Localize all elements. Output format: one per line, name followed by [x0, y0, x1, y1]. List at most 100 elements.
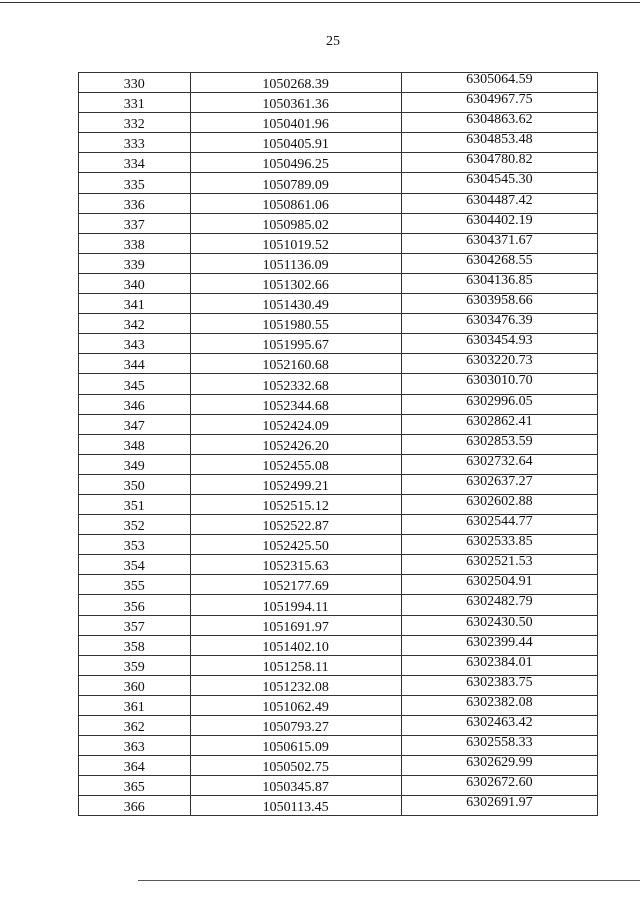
x-coordinate-cell: 1050793.27 [189, 714, 402, 737]
x-coordinate-cell: 1050345.87 [189, 775, 402, 797]
x-coordinate-cell: 1050361.36 [189, 92, 402, 114]
table-row: 356 1051994.11 6302482.79 [78, 594, 599, 616]
point-number-cell: 344 [78, 353, 191, 375]
y-coordinate-cell: 6302732.64 [400, 453, 599, 475]
table-row: 358 1051402.10 6302399.44 [78, 634, 599, 656]
y-coordinate-cell: 6302382.08 [400, 694, 599, 717]
table-row: 330 1050268.39 6305064.59 [78, 71, 599, 94]
y-coordinate-cell: 6304402.19 [400, 212, 599, 234]
point-number-cell: 364 [78, 755, 191, 777]
x-coordinate-cell: 1051402.10 [189, 634, 402, 656]
table-row: 352 1052522.87 6302544.77 [78, 514, 599, 536]
point-number-cell: 342 [78, 313, 191, 335]
table-row: 339 1051136.09 6304268.55 [78, 252, 599, 274]
point-number-cell: 330 [78, 71, 191, 94]
x-coordinate-cell: 1051258.11 [189, 654, 402, 676]
x-coordinate-cell: 1052315.63 [189, 554, 402, 576]
x-coordinate-cell: 1050502.75 [189, 755, 402, 777]
point-number-cell: 340 [78, 272, 191, 295]
y-coordinate-cell: 6302602.88 [400, 493, 599, 516]
y-coordinate-cell: 6302672.60 [400, 775, 599, 797]
point-number-cell: 337 [78, 212, 191, 234]
table-row: 363 1050615.09 6302558.33 [78, 735, 599, 757]
point-number-cell: 335 [78, 172, 191, 194]
y-coordinate-cell: 6302862.41 [400, 413, 599, 435]
y-coordinate-cell: 6304136.85 [400, 272, 599, 295]
x-coordinate-cell: 1052425.50 [189, 534, 402, 556]
y-coordinate-cell: 6302558.33 [400, 735, 599, 757]
table-row: 350 1052499.21 6302637.27 [78, 473, 599, 495]
y-coordinate-cell: 6302533.85 [400, 534, 599, 556]
point-number-cell: 366 [78, 795, 191, 817]
x-coordinate-cell: 1050861.06 [189, 192, 402, 214]
table-row: 341 1051430.49 6303958.66 [78, 293, 599, 315]
y-coordinate-cell: 6303476.39 [400, 313, 599, 335]
table-row: 342 1051980.55 6303476.39 [78, 313, 599, 335]
point-number-cell: 355 [78, 574, 191, 596]
y-coordinate-cell: 6302629.99 [400, 755, 599, 777]
table-row: 359 1051258.11 6302384.01 [78, 654, 599, 676]
point-number-cell: 331 [78, 92, 191, 114]
x-coordinate-cell: 1051019.52 [189, 232, 402, 254]
table-row: 346 1052344.68 6302996.05 [78, 393, 599, 415]
table-row: 351 1052515.12 6302602.88 [78, 493, 599, 516]
table-row: 334 1050496.25 6304780.82 [78, 152, 599, 174]
table-row: 347 1052424.09 6302862.41 [78, 413, 599, 435]
x-coordinate-cell: 1052522.87 [189, 514, 402, 536]
table-row: 333 1050405.91 6304853.48 [78, 132, 599, 154]
y-coordinate-cell: 6302482.79 [400, 594, 599, 616]
point-number-cell: 352 [78, 514, 191, 536]
table-row: 357 1051691.97 6302430.50 [78, 614, 599, 636]
x-coordinate-cell: 1050405.91 [189, 132, 402, 154]
x-coordinate-cell: 1051136.09 [189, 252, 402, 274]
y-coordinate-cell: 6303958.66 [400, 293, 599, 315]
table-row: 337 1050985.02 6304402.19 [78, 212, 599, 234]
point-number-cell: 358 [78, 634, 191, 656]
table-row: 354 1052315.63 6302521.53 [78, 554, 599, 576]
table-row: 355 1052177.69 6302504.91 [78, 574, 599, 596]
point-number-cell: 348 [78, 433, 191, 455]
y-coordinate-cell: 6303010.70 [400, 373, 599, 395]
y-coordinate-cell: 6304268.55 [400, 252, 599, 274]
table-row: 344 1052160.68 6303220.73 [78, 353, 599, 375]
table-row: 348 1052426.20 6302853.59 [78, 433, 599, 455]
x-coordinate-cell: 1051430.49 [189, 293, 402, 315]
y-coordinate-cell: 6302996.05 [400, 393, 599, 415]
y-coordinate-cell: 6302637.27 [400, 473, 599, 495]
x-coordinate-cell: 1050401.96 [189, 112, 402, 134]
table-row: 362 1050793.27 6302463.42 [78, 714, 599, 737]
x-coordinate-cell: 1050268.39 [189, 71, 402, 94]
x-coordinate-cell: 1052160.68 [189, 353, 402, 375]
x-coordinate-cell: 1050615.09 [189, 735, 402, 757]
y-coordinate-cell: 6304967.75 [400, 92, 599, 114]
x-coordinate-cell: 1051232.08 [189, 674, 402, 696]
coordinates-table: 330 1050268.39 6305064.59 331 1050361.36 6304… [78, 71, 599, 817]
point-number-cell: 359 [78, 654, 191, 676]
y-coordinate-cell: 6303220.73 [400, 353, 599, 375]
table-row: 349 1052455.08 6302732.64 [78, 453, 599, 475]
y-coordinate-cell: 6305064.59 [400, 71, 599, 94]
y-coordinate-cell: 6302544.77 [400, 514, 599, 536]
point-number-cell: 339 [78, 252, 191, 274]
x-coordinate-cell: 1050496.25 [189, 152, 402, 174]
point-number-cell: 354 [78, 554, 191, 576]
x-coordinate-cell: 1051691.97 [189, 614, 402, 636]
point-number-cell: 361 [78, 694, 191, 717]
point-number-cell: 343 [78, 333, 191, 355]
table-row: 335 1050789.09 6304545.30 [78, 172, 599, 194]
table-row: 340 1051302.66 6304136.85 [78, 272, 599, 295]
point-number-cell: 353 [78, 534, 191, 556]
y-coordinate-cell: 6302853.59 [400, 433, 599, 455]
y-coordinate-cell: 6304487.42 [400, 192, 599, 214]
table-row: 365 1050345.87 6302672.60 [78, 775, 599, 797]
x-coordinate-cell: 1052344.68 [189, 393, 402, 415]
x-coordinate-cell: 1051980.55 [189, 313, 402, 335]
point-number-cell: 349 [78, 453, 191, 475]
table-row: 343 1051995.67 6303454.93 [78, 333, 599, 355]
y-coordinate-cell: 6302463.42 [400, 714, 599, 737]
x-coordinate-cell: 1051995.67 [189, 333, 402, 355]
point-number-cell: 334 [78, 152, 191, 174]
y-coordinate-cell: 6304853.48 [400, 132, 599, 154]
y-coordinate-cell: 6302383.75 [400, 674, 599, 696]
table-row: 338 1051019.52 6304371.67 [78, 232, 599, 254]
